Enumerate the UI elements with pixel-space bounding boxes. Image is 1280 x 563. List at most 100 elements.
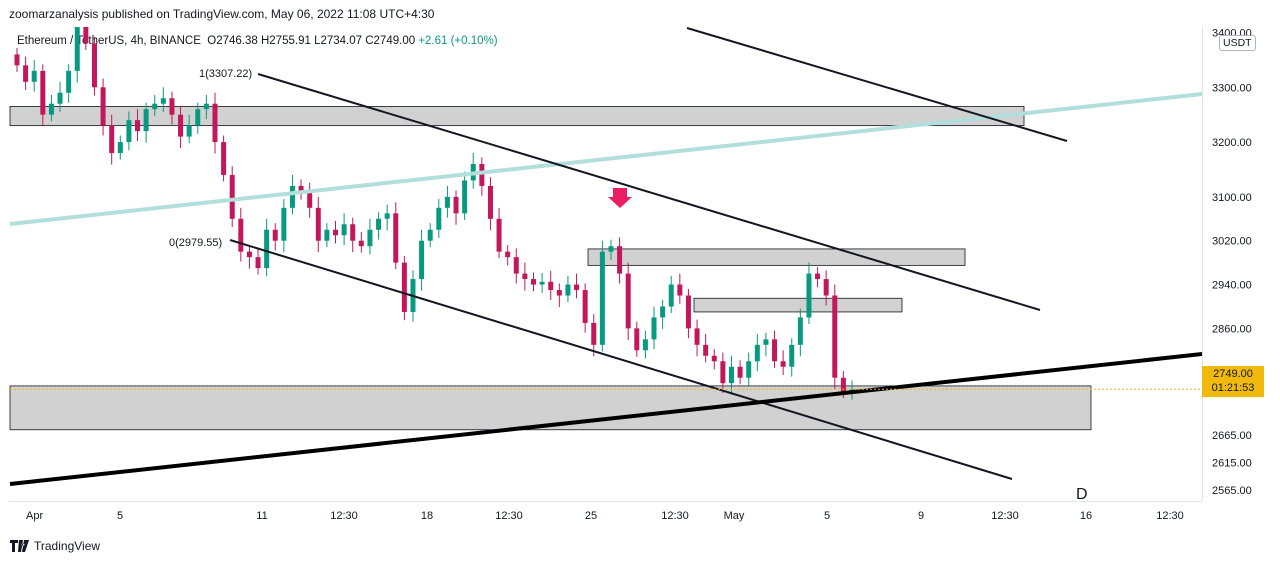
candle-body <box>530 279 536 285</box>
price-tick-label: 2565.00 <box>1212 485 1252 497</box>
candle-body <box>444 196 450 208</box>
candle-body <box>754 344 760 362</box>
candle-body <box>694 328 700 345</box>
zone-rect[interactable] <box>9 385 1092 431</box>
candle-body <box>772 339 778 362</box>
candle-body <box>57 92 63 104</box>
fib-label-0: 0(2979.55) <box>169 237 222 249</box>
upper-parallel-line[interactable] <box>686 27 1068 142</box>
price-tick-label: 3400.00 <box>1212 27 1252 39</box>
candle-body <box>195 109 201 126</box>
candle-body <box>126 120 132 143</box>
zone-rect[interactable] <box>587 248 966 266</box>
price-axis[interactable]: 3400.00 3300.00 3200.00 3100.00 3020.00 2940.… <box>1202 27 1273 501</box>
candle-body <box>642 339 648 351</box>
candle-body <box>591 322 597 345</box>
teal-trendline[interactable] <box>9 92 1203 226</box>
candle-body <box>324 229 330 241</box>
brand-name: TradingView <box>34 539 101 553</box>
currency-badge[interactable]: USDT <box>1219 35 1256 51</box>
candle-body <box>143 109 149 132</box>
candle-body <box>453 196 459 214</box>
candle-body <box>341 224 347 236</box>
corner-letter: D <box>1076 486 1088 503</box>
candle-body <box>315 207 321 241</box>
chart-area[interactable]: 1(3307.22) 0(2979.55) <box>9 10 1203 501</box>
time-tick-label: 9 <box>918 510 924 522</box>
zone-rect[interactable] <box>9 106 1025 127</box>
price-tick-label: 3200.00 <box>1212 137 1252 149</box>
candle-body <box>668 284 674 307</box>
price-tick-label: 3020.00 <box>1212 236 1252 248</box>
candle-body <box>367 229 373 247</box>
time-tick-label: 12:30 <box>495 510 523 522</box>
candle-body <box>815 273 821 280</box>
candle-body <box>625 273 631 329</box>
candle-body <box>40 70 46 115</box>
symbol-info: Ethereum / TetherUS, 4h, BINANCE O2746.3… <box>17 35 498 47</box>
price-tick-label: 2860.00 <box>1212 323 1252 335</box>
ohlc-high: H2755.91 <box>260 35 311 47</box>
candle-body <box>746 361 752 378</box>
candle-body <box>221 142 227 175</box>
ohlc-open: O2746.38 <box>207 35 258 47</box>
candle-body <box>582 290 588 323</box>
symbol-name[interactable]: Ethereum / TetherUS, 4h, BINANCE <box>17 35 201 47</box>
ohlc-low: L2734.07 <box>314 35 363 47</box>
candle-body <box>100 87 106 126</box>
candle-body <box>66 70 72 93</box>
candle-body <box>556 290 562 296</box>
candle-body <box>48 103 54 115</box>
candle-body <box>608 246 614 252</box>
time-tick-label: 12:30 <box>1156 510 1184 522</box>
candle-body <box>634 328 640 351</box>
candle-body <box>350 224 356 241</box>
candle-body <box>109 125 115 154</box>
candle-body <box>677 284 683 296</box>
arrow-down-icon[interactable] <box>608 188 632 208</box>
candle-body <box>401 262 407 312</box>
candle-body <box>780 361 786 367</box>
candle-body <box>384 213 390 219</box>
candle-body <box>789 344 795 367</box>
channel-upper-line[interactable] <box>257 73 1041 311</box>
candle-body <box>763 339 769 345</box>
candle-body <box>358 240 364 247</box>
time-tick-label: 16 <box>1080 510 1092 522</box>
price-change: +2.61 (+0.10%) <box>418 35 498 47</box>
current-price: 2749.00 <box>1213 368 1253 380</box>
zone-rect[interactable] <box>693 297 903 313</box>
candle-body <box>212 103 218 143</box>
candle-body <box>427 229 433 241</box>
bar-countdown: 01:21:53 <box>1211 382 1255 394</box>
candle-body <box>272 229 278 241</box>
support-trendline[interactable] <box>9 352 1203 486</box>
candle-body <box>806 273 812 318</box>
candle-body <box>393 213 399 263</box>
candle-body <box>289 185 295 208</box>
time-axis[interactable]: Apr 5 11 12:30 18 12:30 25 12:30 May 5 9 12:30 16 12:… <box>9 501 1202 528</box>
candle-body <box>660 306 666 318</box>
candle-body <box>832 295 838 378</box>
candle-body <box>840 377 846 392</box>
time-tick-label: May <box>724 510 745 522</box>
candle-body <box>496 218 502 252</box>
candle-body <box>83 21 89 44</box>
candle-body <box>703 344 709 356</box>
time-tick-label: Apr <box>26 510 43 522</box>
candle-body <box>23 65 29 82</box>
candle-body <box>203 103 209 110</box>
tradingview-logo[interactable]: TradingView <box>10 539 100 553</box>
price-tick-label: 2940.00 <box>1212 280 1252 292</box>
time-tick-label: 12:30 <box>330 510 358 522</box>
candle-body <box>14 54 20 66</box>
candle-body <box>281 207 287 241</box>
candle-body <box>505 251 511 258</box>
candle-body <box>522 273 528 280</box>
candle-body <box>617 246 623 274</box>
candle-body <box>823 279 829 296</box>
candle-body <box>238 218 244 252</box>
chart-canvas[interactable]: 1(3307.22) 0(2979.55) <box>9 10 1203 501</box>
channel-lower-line[interactable] <box>229 239 1013 480</box>
candle-body <box>548 281 554 291</box>
